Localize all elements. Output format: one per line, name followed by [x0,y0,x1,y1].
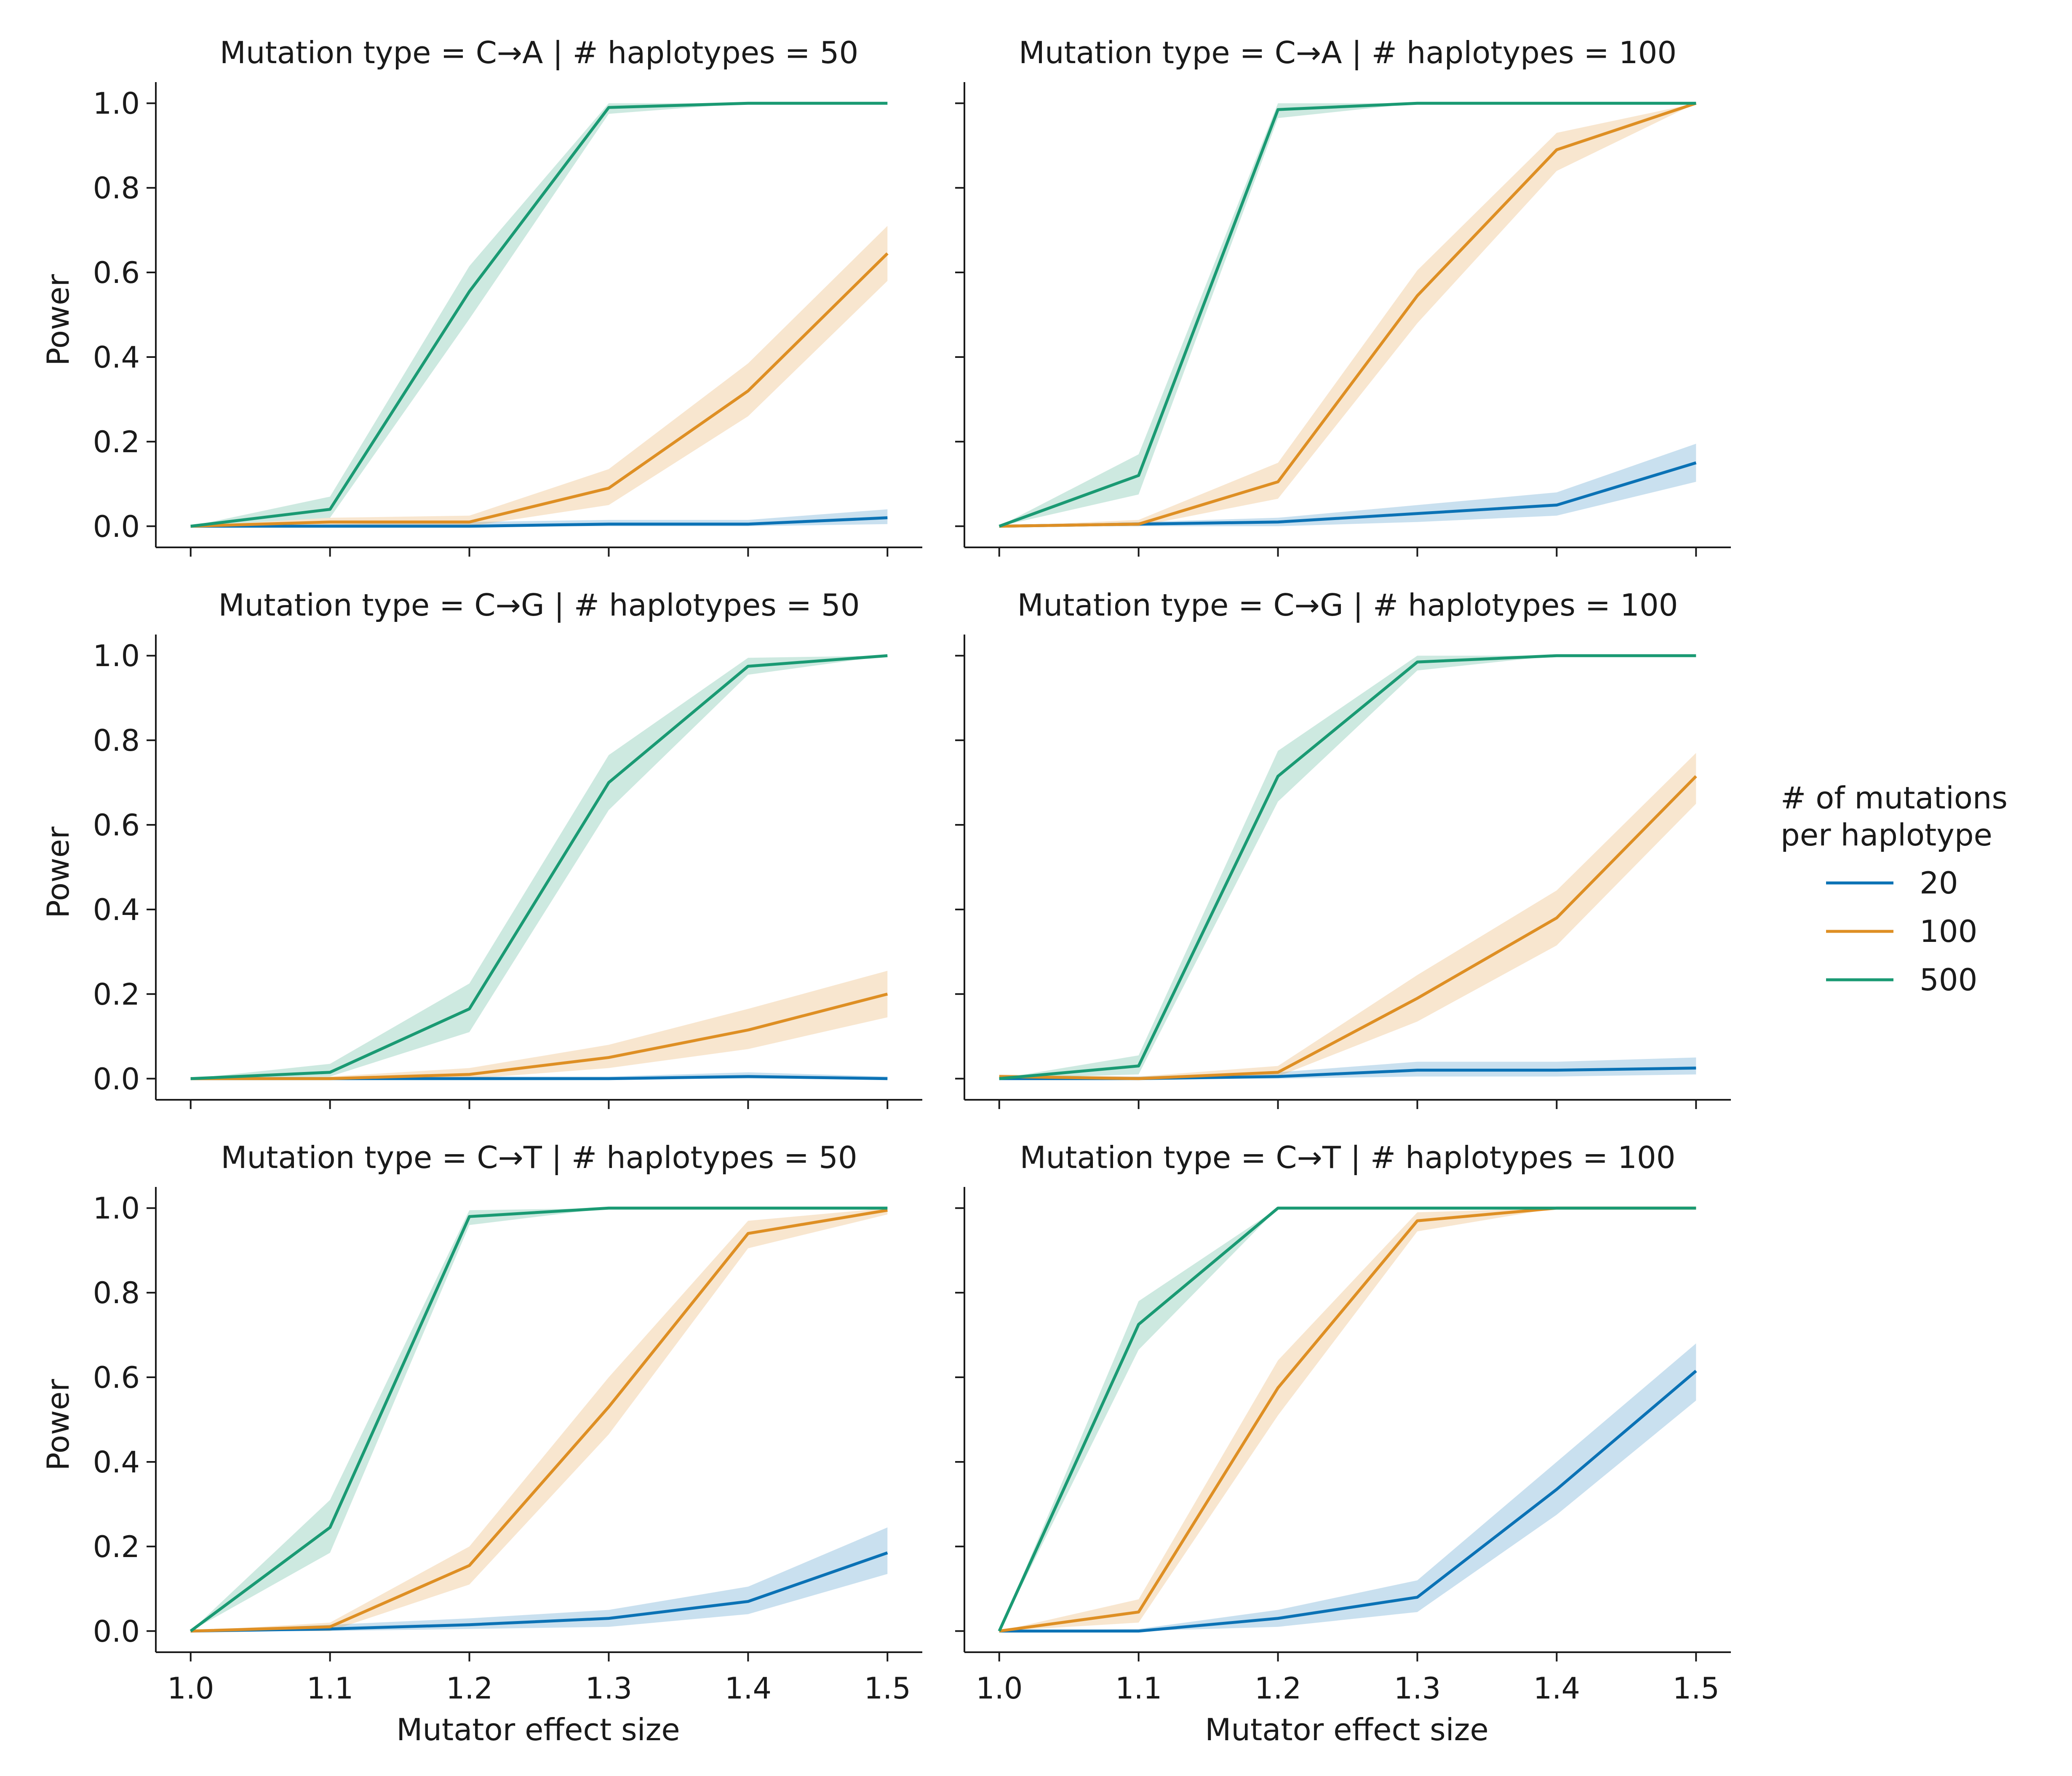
panel-1-y-tick-label-4: 0.8 [93,171,140,205]
panel-6-ci-band-500 [999,1208,1696,1631]
panel-5-x-tick-label-0: 1.0 [167,1671,214,1706]
panel-6-x-tick-label-3: 1.3 [1394,1671,1441,1706]
panel-5-title: Mutation type = C→T | # haplotypes = 50 [221,1140,857,1176]
panel-1-y-tick-label-5: 1.0 [93,86,140,121]
y-axis-label-row-3: Power [40,1379,76,1471]
legend: # of mutations per haplotype 20 100 500 [1781,780,2008,997]
panel-1-y-tick-label-0: 0.0 [93,509,140,544]
panel-2-line-500 [999,103,1696,526]
x-axis-label-col-1: Mutator effect size [396,1712,680,1747]
panel-3-y-tick-label-2: 0.4 [93,893,140,927]
panels-group: Mutation type = C→A | # haplotypes = 50 0… [93,35,1731,1706]
panel-1-title: Mutation type = C→A | # haplotypes = 50 [220,35,859,71]
panel-6-x-tick-label-4: 1.4 [1533,1671,1580,1706]
panel-6-x-tick-label-0: 1.0 [976,1671,1023,1706]
panel-4-title: Mutation type = C→G | # haplotypes = 100 [1017,587,1678,623]
panel-1-ci-band-100 [191,226,888,526]
panel-1-y-tick-label-1: 0.2 [93,425,140,459]
panel-3-y-tick-label-1: 0.2 [93,977,140,1012]
panel-5-y-tick-label-5: 1.0 [93,1191,140,1226]
panel-5-x-tick-label-2: 1.2 [446,1671,493,1706]
panel-3-title: Mutation type = C→G | # haplotypes = 50 [218,587,860,623]
panel-5: Mutation type = C→T | # haplotypes = 50 0… [93,1140,922,1706]
panel-5-y-tick-label-0: 0.0 [93,1614,140,1649]
panel-6-title: Mutation type = C→T | # haplotypes = 100 [1020,1140,1675,1176]
x-axis-label-col-2: Mutator effect size [1205,1712,1488,1747]
panel-5-x-tick-label-3: 1.3 [585,1671,632,1706]
panel-1: Mutation type = C→A | # haplotypes = 50 0… [93,35,922,557]
panel-1-line-100 [191,253,888,526]
panel-6-x-tick-label-2: 1.2 [1255,1671,1301,1706]
panel-5-ci-band-500 [191,1208,888,1631]
panel-3: Mutation type = C→G | # haplotypes = 50 0… [93,587,922,1109]
panel-1-line-500 [191,103,888,526]
panel-2-line-100 [999,103,1696,526]
panel-5-y-tick-label-4: 0.8 [93,1276,140,1310]
panel-3-y-tick-label-3: 0.6 [93,808,140,843]
panel-1-ci-band-500 [191,103,888,526]
panel-5-x-tick-label-4: 1.4 [725,1671,772,1706]
panel-6: Mutation type = C→T | # haplotypes = 100… [955,1140,1731,1706]
legend-label-20: 20 [1920,865,1958,901]
legend-title-line-2: per haplotype [1781,817,1992,853]
panel-6-x-tick-label-1: 1.1 [1115,1671,1162,1706]
panel-5-y-tick-label-1: 0.2 [93,1530,140,1564]
panel-6-x-tick-label-5: 1.5 [1673,1671,1720,1706]
panel-1-y-tick-label-2: 0.4 [93,340,140,375]
panel-3-y-tick-label-4: 0.8 [93,723,140,758]
panel-2-title: Mutation type = C→A | # haplotypes = 100 [1019,35,1677,71]
panel-5-y-tick-label-2: 0.4 [93,1445,140,1480]
legend-title-line-1: # of mutations [1781,780,2008,816]
panel-3-y-tick-label-5: 1.0 [93,639,140,673]
panel-5-x-tick-label-5: 1.5 [864,1671,911,1706]
panel-5-x-tick-label-1: 1.1 [307,1671,353,1706]
panel-3-ci-band-100 [191,971,888,1079]
panel-1-y-tick-label-3: 0.6 [93,256,140,290]
panel-4-ci-band-100 [999,753,1696,1079]
panel-4: Mutation type = C→G | # haplotypes = 100 [955,587,1731,1109]
panel-2: Mutation type = C→A | # haplotypes = 100 [955,35,1731,557]
panel-5-y-tick-label-3: 0.6 [93,1360,140,1395]
legend-label-500: 500 [1920,962,1977,997]
y-axis-label-row-2: Power [40,827,76,918]
panel-2-ci-band-100 [999,103,1696,526]
y-axis-label-row-1: Power [40,274,76,366]
panel-2-ci-band-500 [999,103,1696,526]
panel-3-y-tick-label-0: 0.0 [93,1062,140,1096]
legend-label-100: 100 [1920,914,1977,949]
